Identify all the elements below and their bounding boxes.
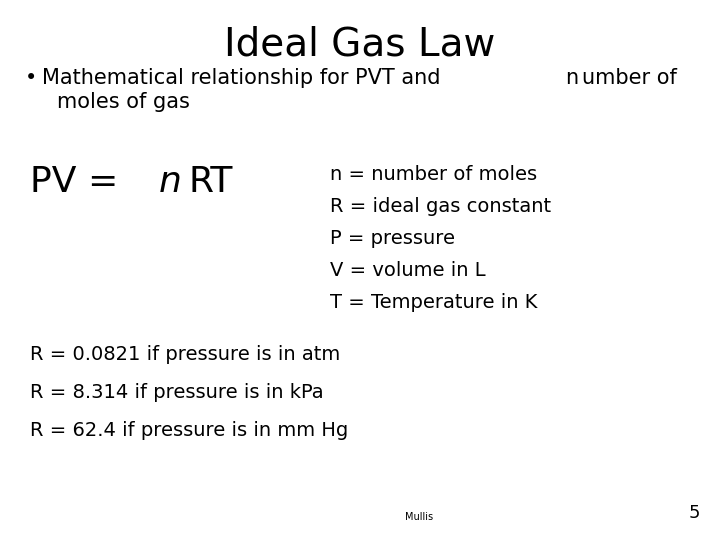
Text: Mullis: Mullis — [405, 512, 433, 522]
Text: Mathematical relationship for PVT and: Mathematical relationship for PVT and — [42, 68, 447, 88]
Text: P = pressure: P = pressure — [330, 229, 455, 248]
Text: Ideal Gas Law: Ideal Gas Law — [225, 25, 495, 63]
Text: R = 0.0821 if pressure is in atm: R = 0.0821 if pressure is in atm — [30, 345, 341, 364]
Text: R = 62.4 if pressure is in mm Hg: R = 62.4 if pressure is in mm Hg — [30, 421, 348, 440]
Text: •: • — [25, 68, 37, 88]
Text: T = Temperature in K: T = Temperature in K — [330, 293, 537, 312]
Text: n: n — [159, 165, 181, 199]
Text: R = 8.314 if pressure is in kPa: R = 8.314 if pressure is in kPa — [30, 383, 323, 402]
Text: 5: 5 — [688, 504, 700, 522]
Text: umber of: umber of — [582, 68, 677, 88]
Text: n = number of moles: n = number of moles — [330, 165, 537, 184]
Text: moles of gas: moles of gas — [57, 92, 190, 112]
Text: RT: RT — [189, 165, 233, 199]
Text: R = ideal gas constant: R = ideal gas constant — [330, 197, 551, 216]
Text: n: n — [564, 68, 578, 88]
Text: V = volume in L: V = volume in L — [330, 261, 485, 280]
Text: PV =: PV = — [30, 165, 130, 199]
